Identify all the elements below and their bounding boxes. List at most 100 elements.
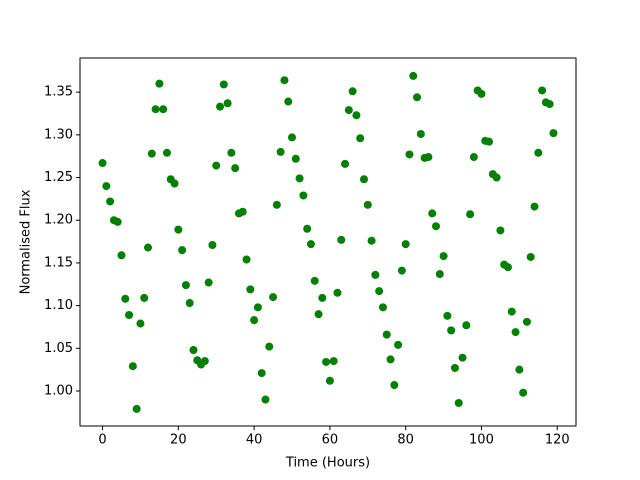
point (507, 307, 516, 316)
x-tick-label: 60 (322, 433, 339, 448)
point (466, 210, 475, 219)
point (375, 287, 384, 296)
point (147, 149, 156, 158)
point (492, 173, 501, 182)
point (181, 281, 190, 290)
point (151, 105, 160, 114)
point (121, 294, 130, 303)
point (401, 240, 410, 249)
point (515, 365, 524, 374)
point (144, 243, 153, 252)
y-tick-label: 1.20 (44, 213, 73, 228)
point (250, 316, 259, 325)
point (356, 134, 365, 143)
point (113, 217, 122, 226)
point (231, 164, 240, 173)
y-tick-label: 1.05 (44, 341, 73, 356)
point (170, 179, 179, 188)
point (295, 174, 304, 183)
x-axis-label: Time (Hours) (285, 456, 370, 471)
point (431, 222, 440, 231)
x-tick-label: 40 (246, 433, 263, 448)
point (306, 240, 315, 249)
y-tick-label: 1.25 (44, 170, 73, 185)
point (299, 191, 308, 200)
point (405, 150, 414, 159)
point (352, 111, 361, 120)
point (469, 153, 478, 162)
point (341, 159, 350, 168)
point (314, 310, 323, 319)
point (519, 388, 528, 397)
point (276, 147, 285, 156)
point (223, 99, 232, 108)
point (125, 311, 134, 320)
point (261, 395, 270, 404)
point (348, 87, 357, 96)
point (424, 153, 433, 162)
point (511, 328, 520, 337)
point (280, 76, 289, 85)
point (238, 207, 247, 216)
point (390, 381, 399, 390)
point (386, 355, 395, 364)
point (496, 226, 505, 235)
point (503, 263, 512, 272)
point (454, 398, 463, 407)
point (458, 353, 467, 362)
point (367, 236, 376, 245)
point (416, 129, 425, 138)
y-tick-label: 1.30 (44, 127, 73, 142)
point (329, 357, 338, 366)
point (162, 148, 171, 157)
point (284, 97, 293, 106)
point (288, 133, 297, 142)
point (106, 197, 115, 206)
point (310, 276, 319, 285)
point (522, 317, 531, 326)
point (318, 293, 327, 302)
point (534, 148, 543, 157)
x-tick-label: 120 (545, 433, 570, 448)
point (265, 342, 274, 351)
point (530, 202, 539, 211)
point (174, 225, 183, 234)
point (538, 86, 547, 95)
x-tick-label: 20 (170, 433, 187, 448)
point (136, 319, 145, 328)
point (98, 159, 107, 168)
point (450, 363, 459, 372)
point (333, 288, 342, 297)
point (363, 200, 372, 209)
point (272, 200, 281, 209)
point (140, 293, 149, 302)
y-axis-label: Normalised Flux (19, 189, 34, 294)
point (159, 105, 168, 114)
point (337, 235, 346, 244)
point (378, 303, 387, 312)
point (117, 251, 126, 260)
point (246, 285, 255, 294)
y-tick-label: 1.10 (44, 298, 73, 313)
point (322, 357, 331, 366)
point (128, 362, 137, 371)
point (526, 252, 535, 261)
point (185, 299, 194, 308)
x-tick-label: 0 (98, 433, 106, 448)
x-tick-label: 80 (397, 433, 414, 448)
point (200, 357, 209, 366)
point (269, 293, 278, 302)
y-tick-label: 1.35 (44, 85, 73, 100)
point (204, 278, 213, 287)
point (212, 161, 221, 170)
point (435, 270, 444, 279)
point (303, 224, 312, 233)
axes-frame (79, 57, 577, 427)
point (549, 129, 558, 138)
point (132, 404, 141, 413)
point (291, 154, 300, 163)
y-tick-label: 1.15 (44, 255, 73, 270)
point (242, 255, 251, 264)
point (447, 326, 456, 335)
